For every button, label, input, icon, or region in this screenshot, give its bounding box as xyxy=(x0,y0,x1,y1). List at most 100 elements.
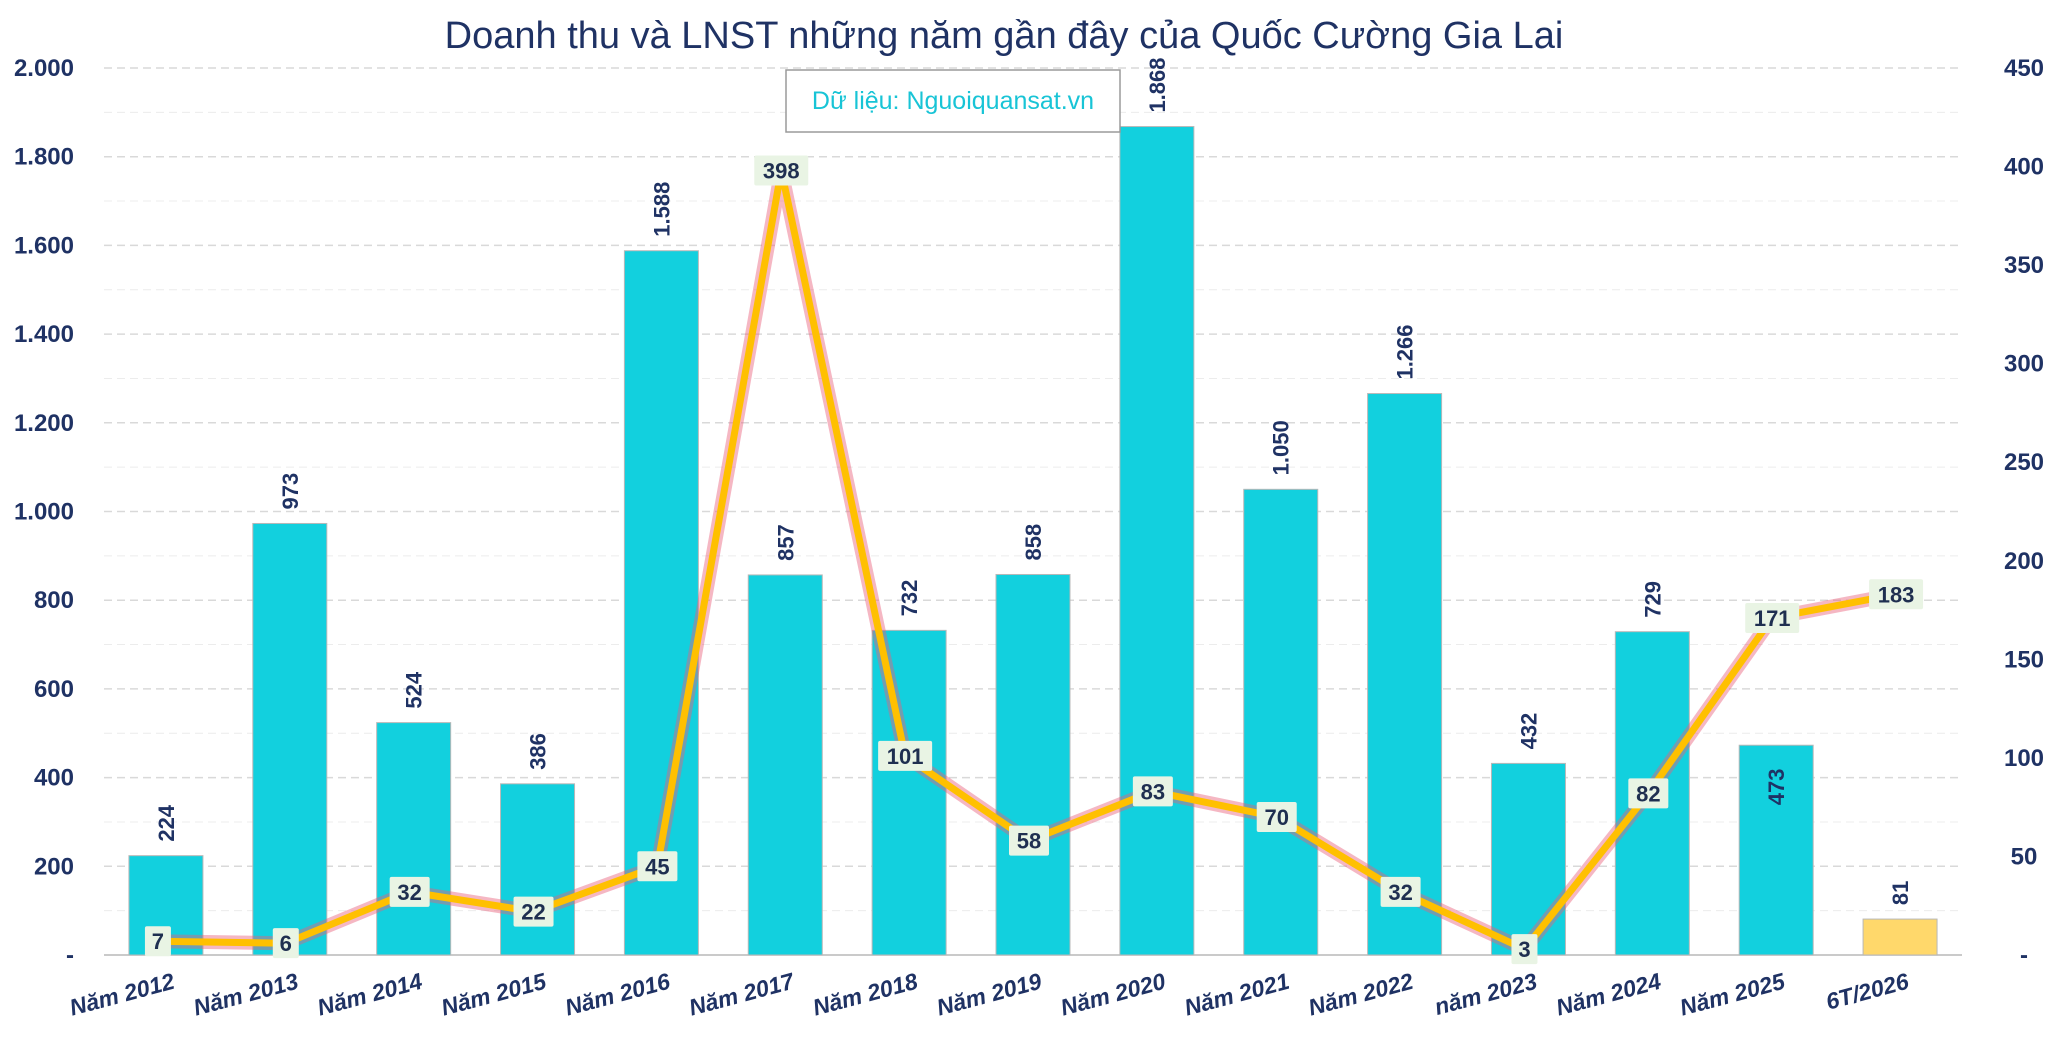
left-axis-tick-label: 2.000 xyxy=(14,55,74,82)
right-axis-tick-label: - xyxy=(2020,942,2028,969)
right-axis-tick-label: 150 xyxy=(2004,646,2044,673)
profit-label-box xyxy=(272,928,299,959)
chart-title: Doanh thu và LNST những năm gần đây của … xyxy=(445,15,1564,57)
profit-line-label: 45 xyxy=(645,854,669,879)
right-axis-tick-label: 100 xyxy=(2004,745,2044,772)
x-axis-category-label: Năm 2015 xyxy=(438,967,550,1020)
profit-label-box xyxy=(1511,934,1538,965)
profit-line-label: 101 xyxy=(887,744,924,769)
profit-line-label: 82 xyxy=(1636,781,1660,806)
revenue-bar-label: 1.588 xyxy=(649,182,674,237)
profit-line-label: 22 xyxy=(521,900,545,925)
revenue-bar xyxy=(747,574,823,956)
left-axis-tick-label: 1.800 xyxy=(14,144,74,171)
x-axis-category-label: Năm 2021 xyxy=(1182,968,1292,1021)
x-axis-category-label: Năm 2012 xyxy=(67,968,178,1021)
profit-label-box xyxy=(1745,602,1800,633)
profit-label-box xyxy=(1009,825,1049,856)
profit-line-label: 32 xyxy=(397,880,421,905)
profit-label-box xyxy=(1132,776,1173,807)
left-axis-tick-label: - xyxy=(66,942,74,969)
revenue-bar xyxy=(871,629,947,956)
revenue-bar xyxy=(1490,762,1566,956)
right-axis-tick-label: 400 xyxy=(2004,154,2044,181)
profit-line-label: 183 xyxy=(1878,582,1915,607)
revenue-bar-labels: 224 973 524 386 1.588 857 732 858 1.868 1.050 1.26… xyxy=(154,57,1913,905)
revenue-bar-label: 386 xyxy=(526,733,551,770)
profit-line-labels: 7 6 32 22 45 398 101 58 83 70 32 3 82 171 183 xyxy=(144,155,1924,965)
x-axis-category-label: Năm 2025 xyxy=(1677,967,1789,1020)
revenue-bar-label: 81 xyxy=(1888,881,1913,905)
x-axis-category-label: Năm 2018 xyxy=(810,968,921,1021)
left-axis-tick-label: 1.400 xyxy=(14,321,74,348)
profit-label-box xyxy=(1869,579,1924,610)
left-axis-tick-label: 200 xyxy=(34,853,74,880)
profit-line-label: 398 xyxy=(763,158,800,183)
right-axis-tick-label: 50 xyxy=(2011,843,2038,870)
x-axis-category-label: 6T/2026 xyxy=(1823,968,1911,1015)
source-box-frame xyxy=(785,69,1121,133)
right-axis-tick-label: 250 xyxy=(2004,449,2044,476)
profit-line-label: 83 xyxy=(1141,779,1165,804)
profit-label-box xyxy=(1628,778,1669,809)
revenue-bar xyxy=(1367,393,1443,956)
x-axis-category-label: Năm 2019 xyxy=(934,968,1045,1021)
left-axis-tick-label: 1.000 xyxy=(14,499,74,526)
x-axis-category-label: Năm 2020 xyxy=(1058,968,1169,1021)
profit-line-label: 70 xyxy=(1264,805,1288,830)
revenue-bar-label: 857 xyxy=(773,524,798,561)
revenue-bar xyxy=(500,783,576,956)
right-axis: - 50 100 150 200 250 300 350 400 450 xyxy=(2004,55,2044,969)
left-axis-tick-label: 800 xyxy=(34,587,74,614)
profit-line-label: 3 xyxy=(1518,937,1530,962)
revenue-bar-label: 973 xyxy=(278,473,303,510)
revenue-bar xyxy=(1862,918,1938,956)
revenue-bar xyxy=(252,522,328,956)
right-axis-tick-label: 450 xyxy=(2004,55,2044,82)
profit-label-box xyxy=(1380,876,1421,907)
revenue-bar xyxy=(1243,488,1319,956)
source-box: Dữ liệu: Nguoiquansat.vn xyxy=(785,69,1121,133)
x-axis-category-label: Năm 2017 xyxy=(686,967,798,1020)
x-axis-category-label: Năm 2016 xyxy=(562,968,673,1021)
right-axis-tick-label: 300 xyxy=(2004,351,2044,378)
revenue-bar-label: 858 xyxy=(1021,524,1046,561)
x-axis-category-label: Năm 2022 xyxy=(1305,968,1416,1021)
right-axis-tick-label: 350 xyxy=(2004,252,2044,279)
left-axis-tick-label: 400 xyxy=(34,765,74,792)
profit-label-box xyxy=(878,740,933,771)
x-axis-category-label: Năm 2024 xyxy=(1553,968,1664,1021)
revenue-bar-label: 432 xyxy=(1516,713,1541,750)
revenue-bars xyxy=(128,126,1938,956)
x-axis-category-label: năm 2023 xyxy=(1432,968,1540,1020)
profit-label-box xyxy=(637,851,678,882)
revenue-bar xyxy=(1119,126,1195,956)
profit-line-label: 171 xyxy=(1754,606,1791,631)
profit-label-box xyxy=(754,155,809,186)
revenue-bar-label: 729 xyxy=(1640,581,1665,618)
profit-label-box xyxy=(144,926,171,957)
left-axis-tick-label: 1.600 xyxy=(14,232,74,259)
profit-label-box xyxy=(513,896,554,927)
revenue-bar-label: 524 xyxy=(402,671,427,708)
revenue-bar xyxy=(995,573,1071,956)
source-note: Dữ liệu: Nguoiquansat.vn xyxy=(812,87,1094,115)
profit-line-label: 58 xyxy=(1017,829,1041,854)
revenue-bar xyxy=(376,722,452,956)
profit-line-label: 7 xyxy=(152,929,164,954)
revenue-bar-label: 1.868 xyxy=(1145,57,1170,112)
revenue-bar-label: 732 xyxy=(897,580,922,617)
revenue-bar xyxy=(1738,744,1814,956)
profit-label-box xyxy=(1256,802,1297,833)
revenue-bar-label: 1.266 xyxy=(1393,324,1418,379)
x-axis-category-label: Năm 2013 xyxy=(191,968,302,1021)
right-axis-tick-label: 200 xyxy=(2004,548,2044,575)
revenue-bar-label: 473 xyxy=(1764,769,1789,806)
left-axis-tick-label: 600 xyxy=(34,676,74,703)
revenue-bar-label: 1.050 xyxy=(1269,420,1294,475)
profit-line-label: 32 xyxy=(1388,880,1412,905)
left-axis: - 200 400 600 800 1.000 1.200 1.400 1.600 1.800 2.… xyxy=(14,55,74,969)
revenue-bar-label: 224 xyxy=(154,804,179,841)
profit-line-label: 6 xyxy=(280,931,292,956)
